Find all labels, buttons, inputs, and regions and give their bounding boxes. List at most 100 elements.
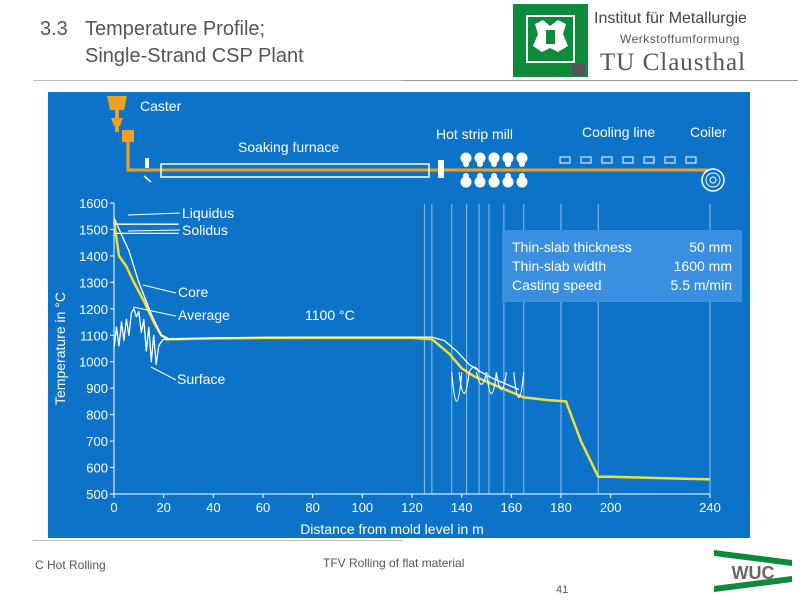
logo-square xyxy=(572,63,585,76)
x-tick-label: 40 xyxy=(206,500,220,515)
title-line1: Temperature Profile; xyxy=(85,18,266,40)
work-roll xyxy=(477,161,483,167)
institute-name: Institut für Metallurgie xyxy=(594,10,747,27)
mill-roll xyxy=(502,176,514,188)
parameters-box: Thin-slab thickness 50 mm Thin-slab width… xyxy=(502,230,742,302)
mill-roll xyxy=(474,176,486,188)
cooling-box xyxy=(580,156,592,164)
mill-roll xyxy=(474,152,486,164)
cooling-box xyxy=(559,156,571,164)
speed-row: Casting speed 5.5 m/min xyxy=(512,277,732,293)
department-name: Werkstoffumformung xyxy=(620,32,740,46)
wuc-logo: WUC xyxy=(714,546,792,596)
core-label: Core xyxy=(178,284,209,300)
cooling-line-label: Cooling line xyxy=(582,124,655,140)
y-tick-label: 700 xyxy=(86,434,108,449)
footer-course: C Hot Rolling xyxy=(35,558,106,572)
mill-roll xyxy=(460,152,472,164)
cooling-box xyxy=(622,156,634,164)
university-crest-logo xyxy=(513,4,588,77)
speed-value: 5.5 m/min xyxy=(670,277,732,293)
surface-series-line xyxy=(113,308,169,366)
chart-axes: 5006007008009001000110012001300140015001… xyxy=(52,196,721,537)
title-line2: Single-Strand CSP Plant xyxy=(85,45,304,67)
x-tick-label: 100 xyxy=(351,500,373,515)
y-tick-label: 1100 xyxy=(80,328,108,343)
average-series-line xyxy=(112,221,711,481)
mill-roll xyxy=(460,176,472,188)
chart-series xyxy=(112,217,711,481)
thickness-row: Thin-slab thickness 50 mm xyxy=(512,239,732,255)
university-name: TU Clausthal xyxy=(600,49,747,76)
x-tick-label: 120 xyxy=(401,500,423,515)
x-tick-label: 200 xyxy=(600,500,622,515)
solidus-label: Solidus xyxy=(182,222,228,238)
surface-label: Surface xyxy=(177,371,225,387)
temp-1100-label: 1100 °C xyxy=(305,307,355,323)
cooling-box xyxy=(664,156,676,164)
wuc-logo-text: WUC xyxy=(732,563,775,583)
x-tick-label: 80 xyxy=(305,500,319,515)
y-tick-label: 1400 xyxy=(79,249,108,264)
label-leader-lines xyxy=(127,212,181,381)
core-series-line xyxy=(113,217,520,391)
thickness-value: 50 mm xyxy=(689,239,732,255)
soaking-furnace-label: Soaking furnace xyxy=(238,139,339,155)
y-tick-label: 1600 xyxy=(79,196,108,211)
edger-icon xyxy=(438,160,444,178)
caster-label: Caster xyxy=(140,98,182,114)
header-divider xyxy=(33,80,403,81)
y-tick-label: 600 xyxy=(86,461,108,476)
mill-roll xyxy=(488,152,500,164)
header-divider-right xyxy=(403,80,798,81)
strand-line xyxy=(126,142,708,172)
surface-quench-dip xyxy=(458,372,470,395)
work-roll xyxy=(519,173,525,179)
work-roll xyxy=(505,161,511,167)
caster-nozzle xyxy=(115,110,119,118)
plant-schematic xyxy=(107,96,725,192)
y-tick-label: 1200 xyxy=(79,302,108,317)
hot-strip-mill-label: Hot strip mill xyxy=(436,126,513,142)
mold-icon xyxy=(122,130,134,142)
y-tick-label: 800 xyxy=(86,408,108,423)
y-tick-label: 500 xyxy=(86,487,108,502)
slide-title: 3.3 Temperature Profile; Single-Strand CS… xyxy=(40,16,304,70)
y-tick-label: 1500 xyxy=(79,222,108,237)
cooling-box xyxy=(685,156,697,164)
y-axis-title: Temperature in °C xyxy=(52,292,68,405)
y-tick-label: 900 xyxy=(86,381,108,396)
width-row: Thin-slab width 1600 mm xyxy=(512,258,732,274)
soaking-furnace-icon xyxy=(160,163,430,178)
cooling-line-icon xyxy=(559,156,697,164)
x-tick-label: 180 xyxy=(550,500,572,515)
width-value: 1600 mm xyxy=(673,258,732,274)
surface-quench-dip xyxy=(475,372,488,385)
hot-strip-mill-icon xyxy=(438,152,528,188)
thickness-label: Thin-slab thickness xyxy=(512,239,632,255)
x-tick-label: 240 xyxy=(699,500,721,515)
liquidus-label: Liquidus xyxy=(182,205,234,221)
work-roll xyxy=(491,173,497,179)
cooling-box xyxy=(601,156,613,164)
surface-quench-dip xyxy=(513,372,525,398)
y-tick-label: 1300 xyxy=(79,275,108,290)
coiler-label: Coiler xyxy=(690,124,727,140)
work-roll xyxy=(463,173,469,179)
temperature-profile-chart: Caster Soaking furnace Hot strip mill Co… xyxy=(52,96,727,537)
x-tick-label: 0 xyxy=(110,500,117,515)
page-number: 41 xyxy=(556,584,569,596)
x-tick-label: 160 xyxy=(500,500,522,515)
x-tick-label: 140 xyxy=(451,500,473,515)
surface-quench-dip xyxy=(468,366,480,373)
mill-roll xyxy=(502,152,514,164)
x-axis-title: Distance from mold level in m xyxy=(300,521,484,537)
speed-label: Casting speed xyxy=(512,277,602,293)
work-roll xyxy=(505,173,511,179)
coiler-icon xyxy=(701,168,725,192)
work-roll xyxy=(491,161,497,167)
ladle-icon xyxy=(107,96,127,110)
work-roll xyxy=(463,161,469,167)
diagram-panel: Caster Soaking furnace Hot strip mill Co… xyxy=(48,92,750,538)
cooling-box xyxy=(643,156,655,164)
